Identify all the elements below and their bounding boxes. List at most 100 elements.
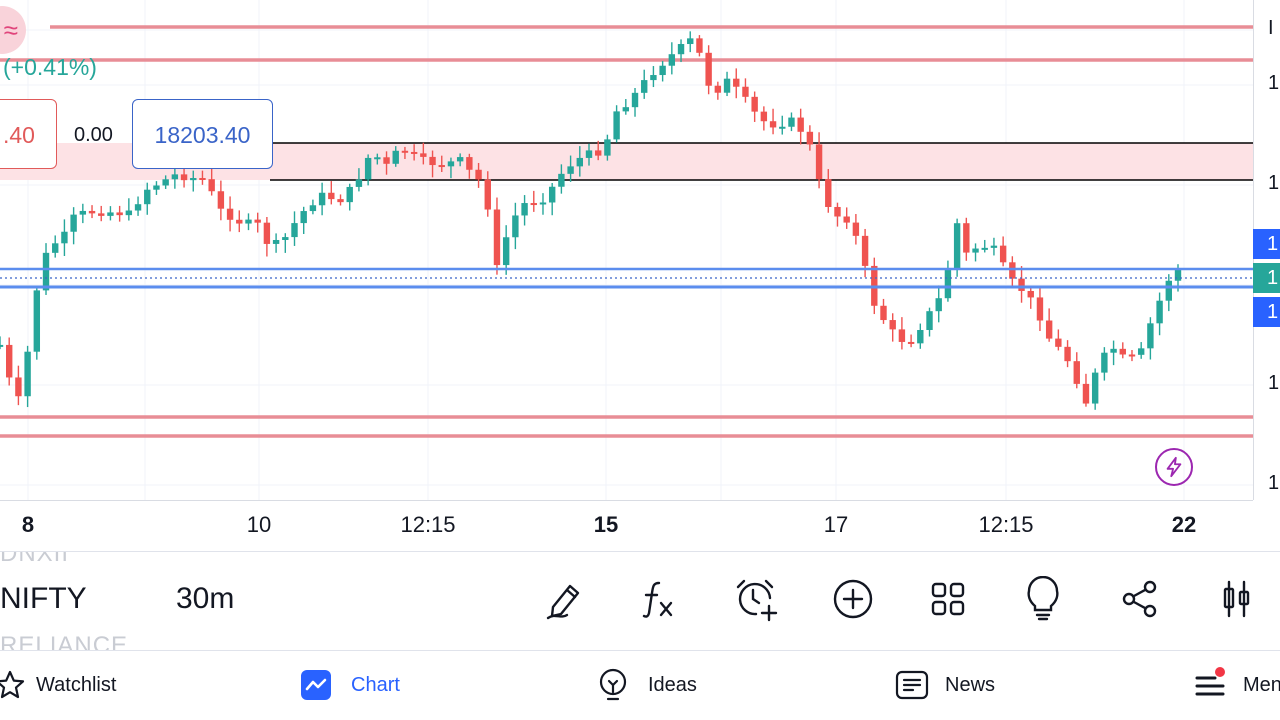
candle-body — [521, 203, 528, 216]
candle-body — [622, 107, 630, 112]
candle-body — [944, 269, 952, 299]
candle-body — [861, 235, 869, 266]
plus-circle-icon[interactable] — [830, 576, 876, 622]
menu-icon — [1194, 667, 1226, 701]
candle-body — [208, 179, 215, 192]
candle-body — [1091, 372, 1099, 404]
nav-label: Watchlist — [36, 673, 117, 696]
candle-body — [107, 212, 114, 216]
time-label: 10 — [246, 512, 272, 537]
chart-area[interactable]: ≈ (+0.41%) .40 0.00 18203.40 I 1 1 1 1 1… — [0, 0, 1280, 500]
candle-body — [199, 178, 206, 181]
candle-body — [153, 185, 160, 190]
candle-body — [263, 222, 271, 244]
time-label: 12:15 — [400, 512, 456, 537]
candle-body — [0, 344, 4, 347]
candle-body — [328, 192, 335, 200]
interval-button[interactable]: 30m — [176, 582, 235, 615]
chart-icon — [301, 670, 331, 700]
candle-body — [70, 214, 77, 232]
candle-body — [318, 192, 326, 206]
candle-body — [852, 222, 860, 236]
candle-body — [466, 157, 473, 170]
fx-icon[interactable] — [636, 576, 682, 622]
nav-watchlist[interactable]: Watchlist — [0, 650, 116, 720]
candle-body — [953, 223, 961, 270]
candle-body — [668, 54, 676, 66]
chart-toolbar: DNXII NIFTY 30m RELIANCE — [0, 551, 1280, 651]
sell-price: .40 — [3, 122, 35, 148]
price-chart[interactable] — [0, 0, 1253, 500]
candle-body — [576, 157, 583, 167]
nav-ideas[interactable]: Ideas — [597, 650, 697, 720]
candle-body — [926, 311, 933, 330]
nav-news[interactable]: News — [895, 650, 995, 720]
candle-body — [631, 92, 639, 108]
candle-body — [834, 206, 841, 217]
candle-body — [548, 186, 556, 203]
sell-price-box[interactable]: .40 — [0, 99, 57, 169]
alarm-add-icon[interactable] — [732, 576, 778, 622]
candle-body — [144, 189, 151, 205]
candle-body — [797, 117, 804, 132]
candle-body — [898, 329, 906, 342]
candle-body — [88, 210, 96, 214]
nav-chart[interactable]: Chart — [300, 650, 400, 720]
bolt-icon[interactable] — [1155, 448, 1193, 486]
buy-price-box[interactable]: 18203.40 — [132, 99, 273, 169]
price-tag-blue: 1 — [1253, 229, 1280, 259]
candle-body — [677, 44, 685, 55]
candle-body — [493, 209, 501, 266]
candles-icon[interactable] — [1214, 576, 1260, 622]
candle-body — [779, 126, 786, 129]
candle-body — [52, 243, 59, 253]
time-label: 17 — [823, 512, 849, 537]
share-icon[interactable] — [1117, 576, 1163, 622]
time-label: 22 — [1171, 512, 1197, 537]
notification-dot — [1215, 667, 1225, 677]
candle-body — [401, 150, 409, 153]
candle-body — [585, 150, 593, 158]
price-scale-label: 1 — [1268, 372, 1280, 394]
candle-body — [604, 139, 611, 156]
nav-label: News — [945, 673, 996, 696]
candle-body — [374, 157, 381, 160]
candle-body — [254, 219, 261, 223]
candle-body — [33, 290, 41, 352]
symbol-picker-prev[interactable]: DNXII — [0, 551, 70, 567]
nav-menu[interactable]: Men — [1194, 650, 1280, 720]
candle-body — [1165, 280, 1172, 301]
candle-body — [420, 153, 427, 157]
candle-body — [907, 341, 915, 344]
candle-body — [705, 52, 712, 86]
candle-body — [245, 219, 252, 224]
nav-label: Chart — [351, 673, 400, 696]
candle-body — [1009, 262, 1016, 279]
candle-body — [723, 78, 731, 93]
candle-body — [1055, 338, 1062, 347]
news-icon — [895, 670, 929, 700]
lightbulb-icon[interactable] — [1020, 576, 1066, 622]
symbol-name[interactable]: NIFTY — [0, 582, 87, 615]
grid-icon[interactable] — [925, 576, 971, 622]
candle-body — [1082, 383, 1090, 404]
time-label: 12:15 — [978, 512, 1034, 537]
candle-body — [383, 157, 390, 164]
candle-body — [282, 237, 289, 240]
time-axis[interactable]: 8 10 12:15 15 17 12:15 22 — [0, 500, 1253, 551]
price-tag-last: 1 — [1253, 263, 1280, 293]
candle-body — [364, 157, 372, 180]
candle-body — [1036, 297, 1044, 321]
candle-body — [1064, 346, 1071, 362]
candle-body — [180, 174, 188, 181]
candle-body — [815, 144, 823, 180]
pen-icon[interactable] — [542, 576, 588, 622]
candle-body — [116, 212, 123, 216]
candle-body — [530, 203, 537, 206]
price-scale-label: I — [1268, 17, 1274, 39]
candle-body — [1137, 348, 1145, 355]
symbol-picker-next[interactable]: RELIANCE — [0, 632, 129, 651]
candle-body — [806, 131, 814, 145]
candle-body — [539, 202, 547, 205]
candle-body — [1156, 300, 1163, 324]
